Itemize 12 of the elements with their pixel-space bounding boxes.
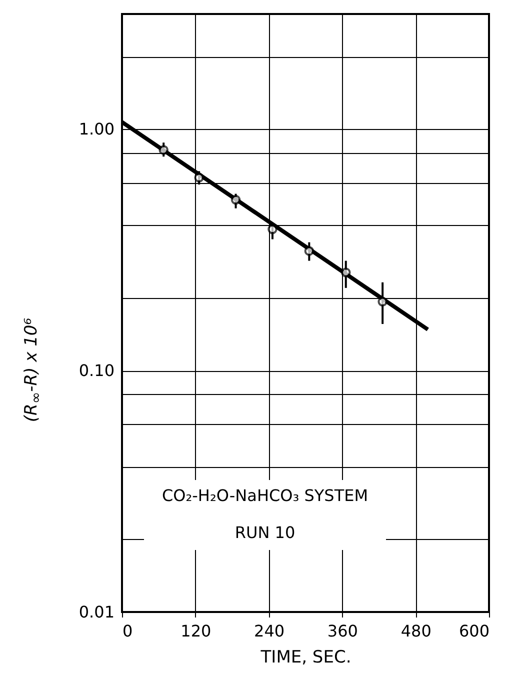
x-tick-label: 240 xyxy=(254,622,285,640)
x-tick-label: 600 xyxy=(458,622,490,640)
x-axis-title: TIME, SEC. xyxy=(260,648,352,668)
x-tick-label: 0 xyxy=(122,622,133,640)
annotation: RUN 10 xyxy=(234,523,296,542)
x-tick-label: 120 xyxy=(180,622,212,640)
x-tick-label: 360 xyxy=(327,622,358,640)
annotation: CO₂-H₂O-NaHCO₃ SYSTEM xyxy=(162,486,368,505)
y-tick-label: 1.00 xyxy=(78,120,114,139)
x-tick-label: 480 xyxy=(400,622,432,640)
y-tick-label: 0.10 xyxy=(78,361,114,380)
y-tick-label: 0.01 xyxy=(78,602,114,622)
